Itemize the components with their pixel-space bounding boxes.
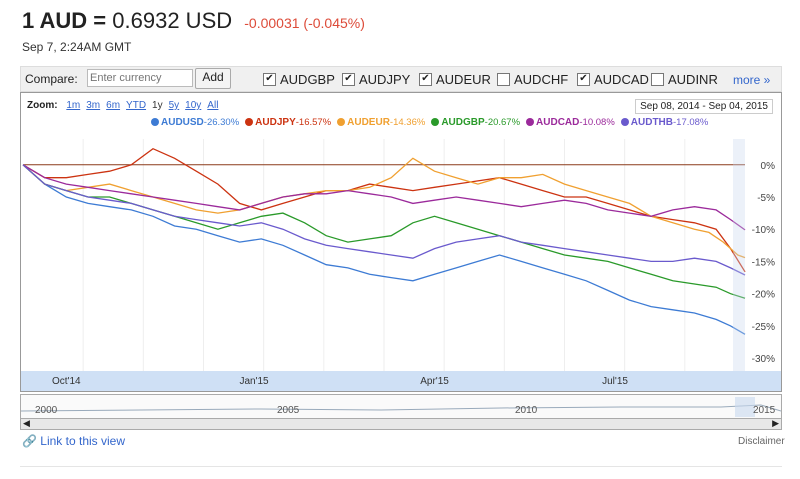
series-line-audcad (22, 164, 746, 231)
add-button[interactable]: Add (195, 68, 231, 89)
exchange-rate-header: 1 AUD = 0.6932 USD -0.00031 (-0.045%) (22, 8, 365, 34)
rate-value: 0.6932 USD (112, 8, 233, 33)
legend-series-change: -17.08% (673, 117, 709, 128)
checkmark-icon[interactable]: ✔ (342, 73, 355, 86)
y-tick-label: -15% (752, 257, 775, 268)
x-tick-label: Jan'15 (239, 376, 269, 387)
checkbox-label: AUDCHF (514, 72, 569, 87)
checkbox-label: AUDINR (668, 72, 718, 87)
legend-series-change: -10.08% (579, 117, 615, 128)
compare-checkbox-audinr[interactable]: AUDINR (651, 72, 718, 87)
checkmark-icon[interactable]: ✔ (577, 73, 590, 86)
more-link[interactable]: more » (733, 73, 771, 87)
navigator-series (21, 404, 781, 412)
chart-legend: AUDUSD-26.30% AUDJPY-16.57% AUDEUR-14.36% A… (151, 117, 708, 128)
legend-series-change: -14.36% (389, 117, 426, 128)
line-chart: 0% -5% -10% -15% -20% -25% -30% Oct'14 Jan'15 Apr… (21, 139, 781, 391)
compare-checkbox-audgbp[interactable]: ✔ AUDGBP (263, 72, 335, 87)
legend-series-name: AUDCAD (536, 117, 580, 128)
navigator-selection[interactable] (735, 397, 755, 417)
nav-year: 2015 (753, 405, 776, 416)
legend-series-name: AUDGBP (441, 117, 485, 128)
y-tick-label: -30% (752, 354, 775, 365)
date-range[interactable]: Sep 08, 2014 - Sep 04, 2015 (635, 99, 773, 114)
zoom-option-3m[interactable]: 3m (86, 100, 101, 111)
nav-year: 2005 (277, 405, 300, 416)
legend-item-audthb[interactable]: AUDTHB-17.08% (620, 117, 709, 128)
base-currency: 1 AUD = (22, 8, 107, 33)
legend-series-name: AUDUSD (161, 117, 204, 128)
x-tick-label: Apr'15 (420, 376, 449, 387)
y-tick-label: -20% (752, 290, 775, 301)
chart-panel: Zoom: 1m 3m 6m YTD 1y 5y 10y All Sep 08, 2014 -… (20, 92, 782, 392)
scroll-right-icon[interactable]: ▶ (772, 418, 779, 428)
compare-bar: Compare: Add ✔ AUDGBP ✔ AUDJPY ✔ AUDEUR AUDCHF… (20, 66, 782, 92)
legend-item-audeur[interactable]: AUDEUR-14.36% (337, 117, 425, 128)
legend-series-change: -16.57% (295, 117, 332, 128)
legend-item-audgbp[interactable]: AUDGBP-20.67% (431, 117, 520, 128)
zoom-label: Zoom: (27, 100, 58, 111)
zoom-option-5y[interactable]: 5y (168, 100, 180, 111)
y-tick-label: -25% (752, 322, 775, 333)
checkmark-icon[interactable]: ✔ (419, 73, 432, 86)
compare-checkbox-audcad[interactable]: ✔ AUDCAD (577, 72, 649, 87)
legend-item-audcad[interactable]: AUDCAD-10.08% (526, 117, 615, 128)
compare-checkbox-audjpy[interactable]: ✔ AUDJPY (342, 72, 410, 87)
checkbox-label: AUDCAD (594, 72, 649, 87)
zoom-option-10y[interactable]: 10y (185, 100, 202, 111)
legend-item-audjpy[interactable]: AUDJPY-16.57% (245, 117, 331, 128)
x-tick-label: Oct'14 (52, 376, 81, 387)
checkmark-icon[interactable]: ✔ (263, 73, 276, 86)
y-tick-label: -10% (752, 225, 775, 236)
zoom-option-ytd[interactable]: YTD (126, 100, 147, 111)
zoom-option-1m[interactable]: 1m (66, 100, 81, 111)
checkbox-label: AUDEUR (436, 72, 491, 87)
link-icon: 🔗 (22, 434, 37, 448)
series-line-audusd (22, 164, 746, 335)
checkbox-icon[interactable] (651, 73, 664, 86)
x-tick-label: Jul'15 (602, 376, 628, 387)
compare-checkbox-audeur[interactable]: ✔ AUDEUR (419, 72, 491, 87)
y-tick-label: -5% (757, 193, 775, 204)
link-to-view[interactable]: 🔗 Link to this view (22, 434, 125, 448)
compare-currency-input[interactable] (87, 69, 193, 87)
divider (20, 466, 782, 467)
zoom-controls: Zoom: 1m 3m 6m YTD 1y 5y 10y All (27, 100, 218, 111)
checkbox-label: AUDGBP (280, 72, 335, 87)
compare-checkbox-audchf[interactable]: AUDCHF (497, 72, 568, 87)
navigator-scrollbar[interactable]: ◀ ▶ (20, 418, 782, 430)
disclaimer-link[interactable]: Disclaimer (738, 436, 785, 447)
legend-series-name: AUDJPY (255, 117, 296, 128)
series-line-audjpy (22, 147, 746, 273)
series-line-audthb (22, 164, 746, 276)
quote-date: Sep 7, 2:24AM GMT (22, 40, 132, 54)
legend-series-name: AUDTHB (630, 117, 673, 128)
compare-label: Compare: (25, 72, 78, 86)
legend-series-change: -26.30% (203, 117, 240, 128)
legend-series-name: AUDEUR (347, 117, 390, 128)
checkbox-label: AUDJPY (359, 72, 411, 87)
selected-range-shade (733, 139, 745, 371)
zoom-option-6m[interactable]: 6m (106, 100, 121, 111)
x-axis-band (21, 371, 781, 391)
y-tick-label: 0% (761, 161, 776, 172)
zoom-option-all[interactable]: All (207, 100, 219, 111)
nav-year: 2000 (35, 405, 58, 416)
scroll-left-icon[interactable]: ◀ (23, 418, 30, 428)
legend-series-change: -20.67% (484, 117, 521, 128)
zoom-option-1y[interactable]: 1y (152, 100, 163, 111)
nav-year: 2010 (515, 405, 538, 416)
legend-item-audusd[interactable]: AUDUSD-26.30% (151, 117, 239, 128)
link-label: Link to this view (40, 434, 125, 448)
rate-change: -0.00031 (-0.045%) (244, 15, 365, 31)
checkbox-icon[interactable] (497, 73, 510, 86)
